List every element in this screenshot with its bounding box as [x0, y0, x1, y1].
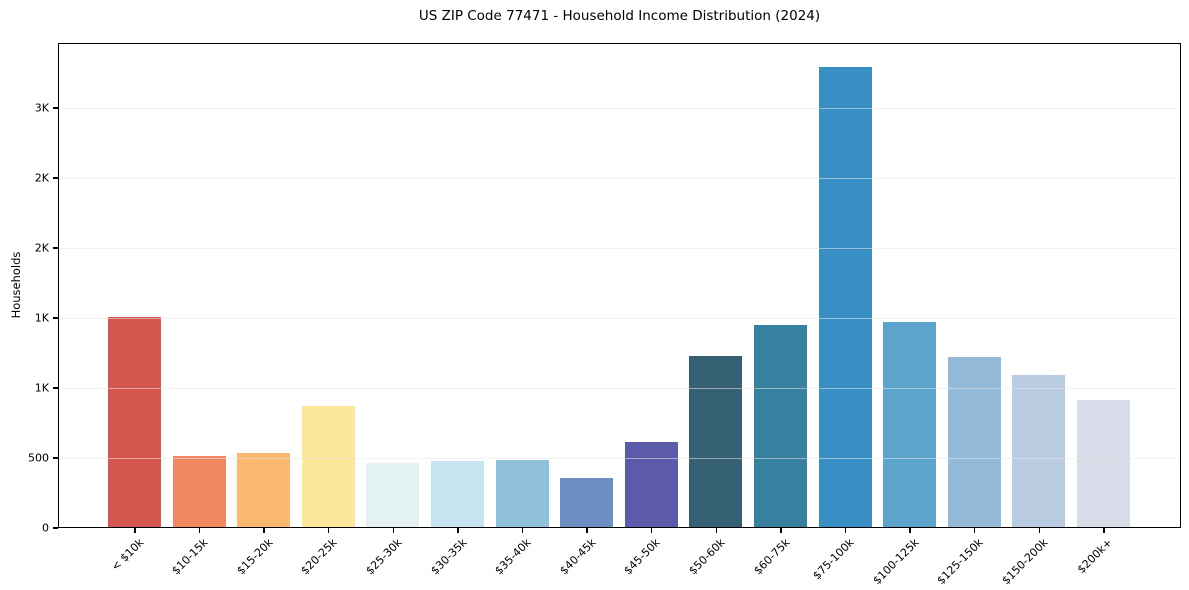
x-tick-mark — [263, 528, 265, 533]
x-tick-label: $60-75k — [750, 536, 793, 578]
x-tick-label: $45-50k — [621, 536, 663, 578]
bar-$35-40k — [495, 459, 549, 527]
plot-area — [58, 43, 1181, 528]
bar-$40-45k — [560, 478, 614, 527]
bar-$45-50k — [624, 442, 678, 527]
y-tick-label: 2K — [34, 241, 49, 255]
x-tick-label: $10-15k — [169, 536, 211, 578]
bar-$125-150k — [947, 356, 1001, 527]
x-tick-label: $40-45k — [557, 536, 599, 578]
gridline — [59, 317, 1180, 319]
x-tick-label: $35-40k — [492, 536, 534, 578]
bar-$75-100k — [818, 67, 872, 527]
x-tick-mark — [198, 528, 201, 533]
y-tick-mark — [53, 527, 58, 529]
x-tick-mark — [1038, 528, 1040, 533]
x-tick-mark — [650, 528, 653, 533]
y-tick-label: 500 — [28, 451, 49, 465]
x-tick-label: $15-20k — [234, 536, 276, 578]
x-tick-mark — [715, 528, 717, 533]
x-tick-label: $25-30k — [363, 536, 405, 578]
y-tick-label: 1K — [34, 381, 49, 395]
y-tick-mark — [53, 317, 58, 319]
x-tick-label: $150-200k — [999, 536, 1051, 588]
x-tick-mark — [327, 528, 330, 533]
bar-$30-35k — [430, 461, 484, 527]
x-tick-label: $30-35k — [427, 536, 470, 578]
gridline — [59, 247, 1180, 249]
y-tick-mark — [53, 387, 58, 389]
bar-$100-125k — [883, 321, 937, 527]
y-tick-mark — [53, 107, 58, 109]
x-tick-mark — [844, 528, 847, 533]
x-tick-mark — [521, 528, 524, 533]
x-tick-label: $75-100k — [810, 536, 857, 583]
bar-$150-200k — [1012, 375, 1066, 527]
x-tick-label: $125-150k — [934, 536, 986, 588]
x-tick-mark — [392, 528, 394, 533]
y-tick-label: 0 — [42, 521, 49, 535]
x-tick-mark — [973, 528, 976, 533]
x-tick-label: $20-25k — [298, 536, 340, 578]
bar-$10-15k — [172, 456, 226, 527]
x-tick-mark — [780, 528, 782, 533]
x-tick-mark — [134, 528, 136, 533]
bar-$15-20k — [237, 452, 291, 527]
x-tick-mark — [909, 528, 911, 533]
bar-$50-60k — [689, 356, 743, 527]
x-tick-label: $100-125k — [870, 536, 922, 588]
y-tick-mark — [53, 247, 58, 249]
x-tick-label: $50-60k — [686, 536, 728, 578]
chart-title: US ZIP Code 77471 - Household Income Dis… — [418, 8, 821, 24]
bar-$60-75k — [753, 324, 807, 527]
bar-$20-25k — [301, 405, 355, 527]
x-tick-label: $200k+ — [1075, 536, 1116, 577]
x-tick-mark — [457, 528, 459, 533]
y-tick-label: 1K — [34, 311, 49, 325]
bar-< $10k — [107, 317, 161, 527]
y-tick-mark — [53, 457, 58, 459]
bar-$25-30k — [366, 462, 420, 527]
x-tick-mark — [586, 528, 588, 533]
bar-$200k+ — [1076, 400, 1130, 527]
gridline — [59, 177, 1180, 179]
y-tick-label: 2K — [34, 171, 49, 185]
y-axis-title: Households — [9, 251, 23, 319]
gridline — [59, 107, 1180, 109]
y-tick-mark — [53, 177, 58, 179]
x-tick-mark — [1103, 528, 1105, 533]
y-tick-label: 3K — [34, 101, 49, 115]
x-tick-label: < $10k — [108, 536, 147, 574]
